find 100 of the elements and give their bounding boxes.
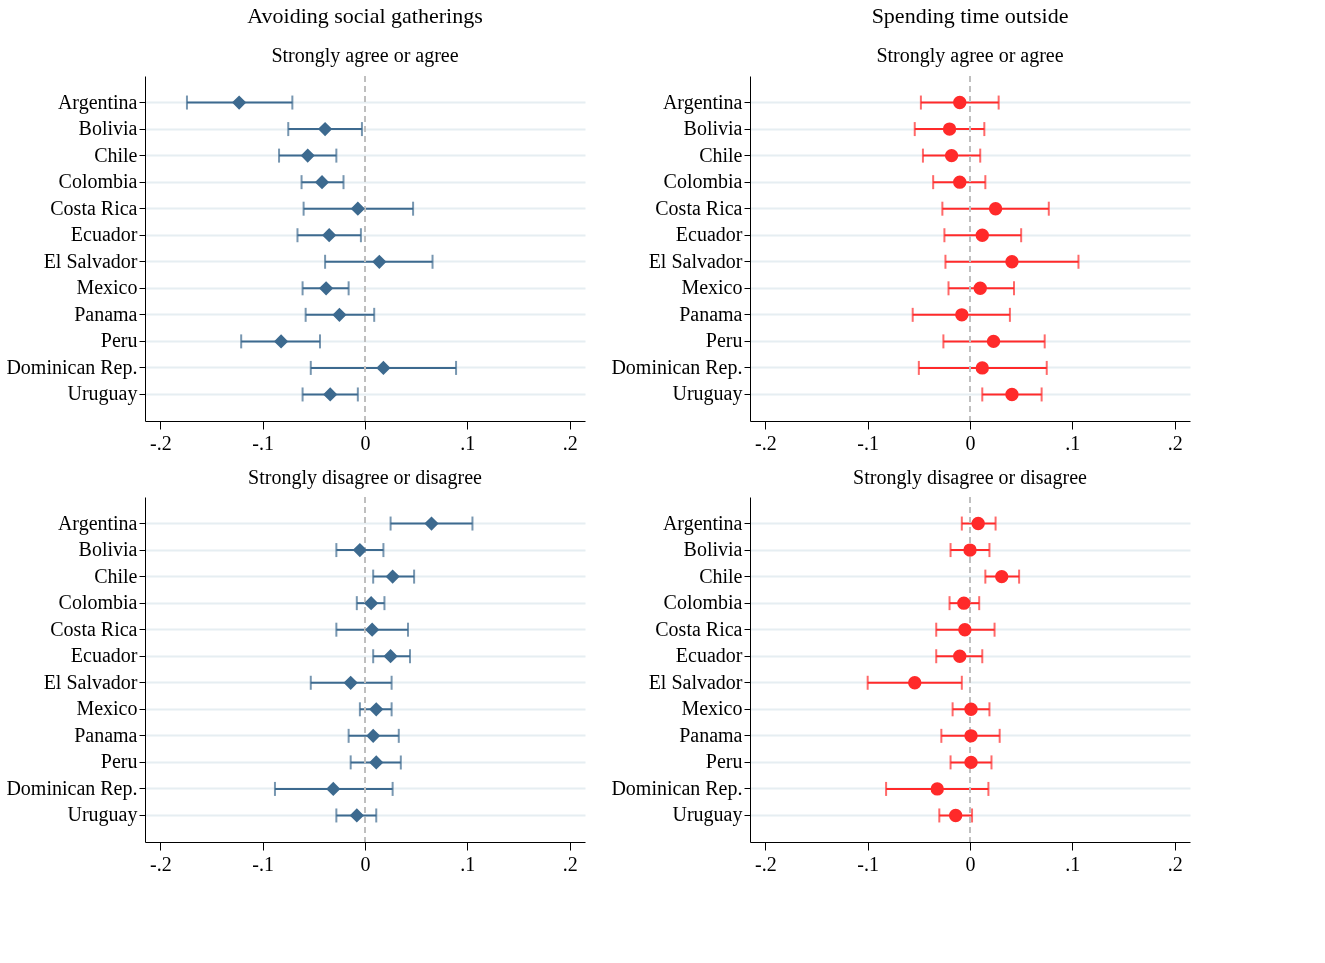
point (908, 676, 922, 690)
x-tick-label: .1 (460, 852, 476, 875)
chart-title: Strongly disagree or disagree (853, 466, 1088, 489)
x-tick-label: -.1 (857, 431, 880, 454)
y-tick-label: Uruguay (672, 803, 743, 827)
x-tick-label: .2 (562, 852, 578, 875)
x-tick-label: 0 (965, 852, 976, 875)
x-tick-label: -.2 (755, 852, 777, 875)
y-tick-label: Bolivia (683, 117, 743, 140)
point (958, 623, 972, 637)
y-tick-label: Costa Rica (655, 196, 743, 219)
y-tick-label: El Salvador (648, 670, 743, 693)
y-tick-label: Uruguay (67, 382, 138, 406)
y-tick-label: Dominican Rep. (611, 776, 743, 800)
point (322, 228, 336, 242)
point (369, 702, 383, 717)
point (301, 148, 315, 163)
y-tick-label: Dominican Rep. (6, 776, 138, 800)
y-tick-label: Uruguay (67, 803, 138, 827)
y-tick-label: Argentina (662, 511, 743, 535)
point (326, 782, 340, 796)
point (942, 122, 957, 136)
x-tick-label: 0 (360, 852, 371, 875)
y-tick-label: Dominican Rep. (611, 355, 743, 379)
x-tick-label: .2 (1167, 431, 1183, 454)
point (975, 361, 989, 375)
chart-title: Strongly disagree or disagree (248, 466, 483, 489)
x-tick-label: 0 (965, 431, 976, 454)
y-tick-label: Chile (699, 143, 743, 166)
y-tick-label: Chile (94, 564, 138, 587)
y-tick-label: Colombia (663, 170, 743, 193)
y-tick-label: Peru (705, 750, 743, 773)
point (955, 308, 969, 322)
point (953, 95, 967, 110)
x-tick-label: -.2 (150, 852, 172, 875)
y-tick-label: Bolivia (78, 117, 138, 140)
point (424, 516, 439, 531)
point (964, 702, 978, 716)
y-tick-label: Costa Rica (50, 617, 138, 640)
point (232, 95, 246, 110)
y-tick-label: Mexico (76, 276, 138, 299)
point (318, 122, 332, 136)
x-tick-label: 0 (360, 431, 371, 454)
y-tick-label: Ecuador (675, 644, 743, 667)
point (995, 569, 1009, 584)
y-tick-label: Colombia (58, 170, 138, 193)
point (383, 649, 398, 663)
y-tick-label: Panama (74, 723, 138, 746)
point (353, 543, 367, 557)
x-tick-label: .1 (1065, 852, 1081, 875)
y-tick-label: Mexico (76, 697, 138, 720)
point (351, 201, 365, 216)
y-tick-label: Panama (679, 723, 743, 746)
point (964, 755, 978, 770)
y-tick-label: Peru (705, 329, 743, 352)
x-tick-label: -.1 (252, 852, 275, 875)
y-tick-label: Peru (100, 329, 138, 352)
y-tick-label: Chile (699, 564, 743, 587)
y-tick-label: Argentina (57, 511, 138, 535)
y-tick-label: Costa Rica (655, 617, 743, 640)
y-tick-label: Peru (100, 750, 138, 773)
point (975, 228, 989, 242)
point (948, 808, 963, 823)
point (350, 808, 364, 823)
point (988, 202, 1003, 216)
y-tick-label: Ecuador (70, 644, 138, 667)
x-tick-label: .1 (1065, 431, 1081, 454)
y-tick-label: Mexico (681, 697, 743, 720)
y-tick-label: Panama (679, 302, 743, 325)
x-tick-label: -.1 (252, 431, 275, 454)
x-tick-label: .2 (562, 431, 578, 454)
y-tick-label: Dominican Rep. (6, 355, 138, 379)
point (964, 729, 978, 743)
y-tick-label: Mexico (681, 276, 743, 299)
point (274, 334, 288, 349)
point (973, 281, 987, 295)
y-tick-label: El Salvador (43, 670, 138, 693)
y-tick-label: Colombia (58, 591, 138, 614)
point (323, 387, 337, 402)
x-tick-label: .2 (1167, 852, 1183, 875)
x-tick-label: .1 (460, 431, 476, 454)
point (986, 334, 1001, 349)
point (953, 649, 967, 663)
chart-subtitle: Strongly agree or agree (271, 44, 459, 67)
point (369, 755, 383, 770)
y-tick-label: Bolivia (78, 538, 138, 561)
point (1005, 255, 1019, 269)
point (930, 782, 944, 796)
chart-title: Avoiding social gatherings (247, 3, 483, 28)
y-tick-label: Panama (74, 302, 138, 325)
point (319, 281, 333, 296)
point (364, 596, 378, 610)
point (343, 676, 358, 690)
y-tick-label: Colombia (663, 591, 743, 614)
y-tick-label: Argentina (57, 90, 138, 114)
x-tick-label: -.2 (755, 431, 777, 454)
y-tick-label: Argentina (662, 90, 743, 114)
y-tick-label: Ecuador (675, 223, 743, 246)
chart-title: Spending time outside (871, 3, 1069, 28)
x-tick-label: -.1 (857, 852, 880, 875)
